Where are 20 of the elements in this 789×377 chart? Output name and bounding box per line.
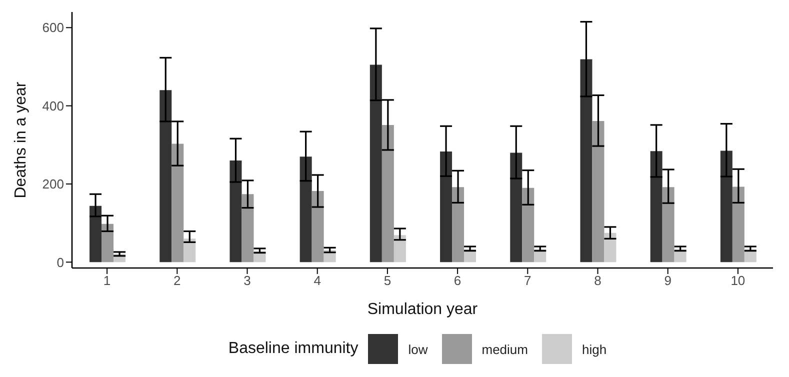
legend-label: low (408, 342, 428, 356)
x-tick-label: 1 (103, 273, 111, 288)
x-tick-label: 7 (524, 273, 532, 288)
x-tick-label: 9 (664, 273, 672, 288)
y-tick-label: 0 (56, 254, 64, 270)
y-tick-label: 400 (42, 98, 64, 114)
x-tick-label: 3 (244, 273, 251, 288)
legend-label: medium (482, 342, 528, 356)
x-tick-label: 8 (594, 273, 602, 288)
y-tick-label: 600 (42, 20, 64, 36)
legend-title: Baseline immunity (228, 340, 358, 358)
y-tick-label: 200 (42, 176, 64, 192)
y-axis-title: Deaths in a year (12, 81, 30, 198)
x-tick-label: 2 (174, 273, 181, 288)
x-tick-label: 6 (454, 273, 462, 288)
legend-label: high (582, 342, 607, 356)
x-tick-label: 5 (384, 273, 392, 288)
x-axis-title: Simulation year (367, 301, 478, 318)
x-tick-label: 4 (314, 273, 321, 288)
x-tick-label: 10 (730, 273, 746, 288)
